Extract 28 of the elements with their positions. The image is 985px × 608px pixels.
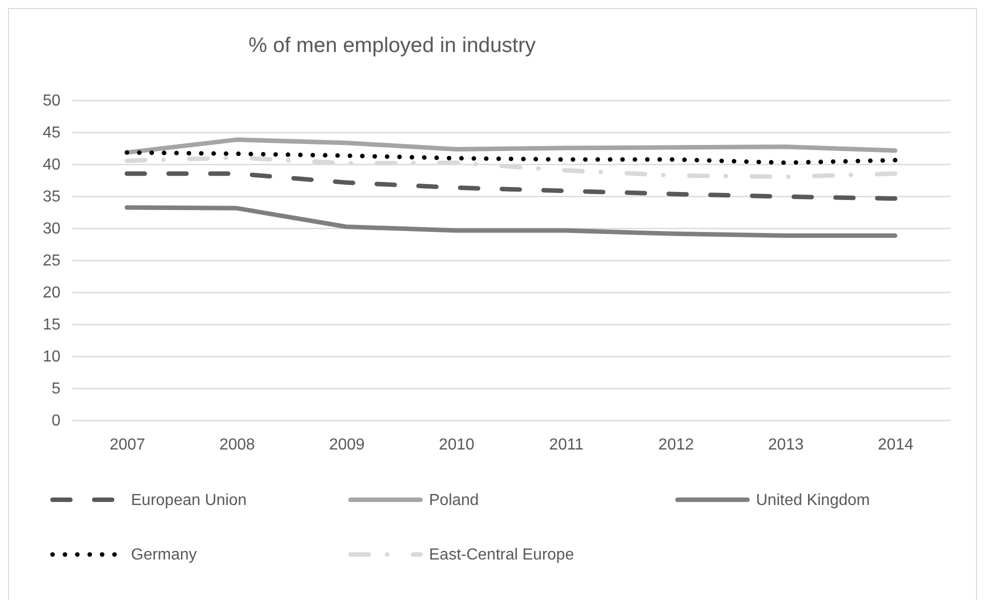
- y-tick-label: 35: [42, 188, 61, 206]
- y-tick-label: 50: [42, 92, 61, 110]
- x-tick-label: 2011: [549, 436, 584, 454]
- legend-label: United Kingdom: [756, 492, 870, 509]
- y-tick-label: 25: [42, 252, 61, 270]
- legend-label: Poland: [429, 492, 479, 509]
- line-series: [124, 150, 898, 165]
- x-tick-label: 2014: [878, 436, 914, 454]
- x-tick-label: 2013: [768, 436, 804, 454]
- y-tick-label: 10: [42, 348, 61, 366]
- chart-title: % of men employed in industry: [248, 34, 536, 57]
- x-tick-label: 2009: [329, 436, 365, 454]
- y-tick-label: 30: [42, 220, 61, 238]
- legend-label: Germany: [131, 546, 197, 564]
- line-series: [124, 205, 898, 238]
- x-tick-label: 2008: [219, 436, 256, 454]
- legend-label: European Union: [131, 492, 247, 509]
- y-tick-label: 0: [52, 412, 61, 430]
- x-tick-label: 2012: [658, 436, 694, 454]
- y-tick-label: 40: [42, 156, 61, 174]
- x-tick-label: 2007: [110, 436, 146, 454]
- y-tick-label: 15: [42, 316, 61, 334]
- legend-label: East-Central Europe: [429, 546, 574, 564]
- y-tick-label: 45: [42, 124, 61, 142]
- x-tick-label: 2010: [438, 436, 475, 454]
- y-tick-label: 5: [52, 380, 61, 398]
- y-tick-label: 20: [42, 284, 61, 302]
- line-series: [124, 137, 898, 155]
